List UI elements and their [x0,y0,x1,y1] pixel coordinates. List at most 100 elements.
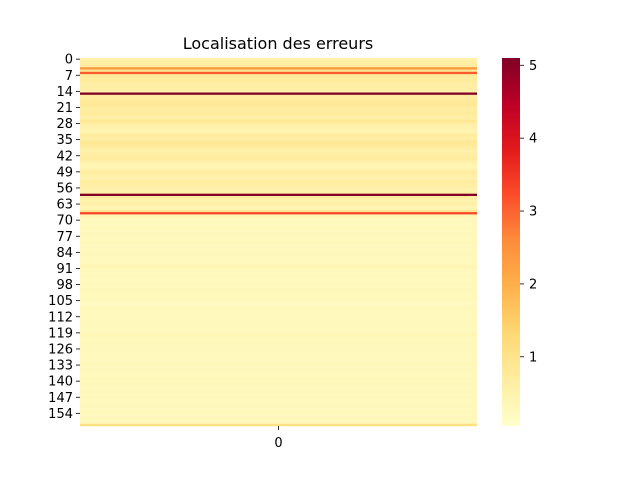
heatmap-cell [80,58,477,61]
heatmap-cell [80,368,477,372]
heatmap-cell [80,416,477,420]
heatmap-cell [80,163,477,167]
heatmap-cell [80,265,477,268]
heatmap-cell [80,106,477,109]
heatmap-cell [80,202,477,206]
heatmap-cell [80,129,477,132]
heatmap-cell [80,237,477,240]
heatmap-cell [80,177,477,181]
heatmap-cell [80,421,477,424]
colorbar-ticks: 1 2 3 4 5 [520,59,537,365]
heatmap-cell [80,104,477,107]
colorbar-tick-label: 4 [529,132,537,147]
heatmap-cell [80,290,477,293]
y-tick-label: 0 [65,53,73,68]
y-tick-label: 140 [48,375,73,390]
heatmap-cell [80,386,477,390]
heatmap-cell [80,382,477,385]
heatmap-cell [80,373,477,376]
heatmap-cell [80,87,477,91]
heatmap-cell [80,133,477,137]
heatmap-cell [80,276,477,280]
y-tick-label: 42 [56,149,73,164]
heatmap-cell [80,92,477,96]
heatmap-cell [80,363,477,367]
y-tick-label: 28 [56,117,73,132]
heatmap-cell [80,393,477,397]
heatmap-cell [80,260,477,263]
heatmap-cell [80,78,477,82]
heatmap-cell [80,343,477,346]
heatmap-cell [80,179,477,183]
heatmap-cell [80,253,477,257]
heatmap-cell [80,191,477,194]
heatmap-cell [80,173,477,176]
heatmap-cell [80,262,477,266]
heatmap-cell [80,255,477,259]
heatmap-cell [80,292,477,296]
y-tick-label: 126 [48,342,73,357]
heatmap-cell [80,405,477,408]
heatmap-cell [80,193,477,197]
heatmap-cell [80,71,477,75]
heatmap-cell [80,414,477,418]
heatmap-cell [80,315,477,319]
y-tick-label: 112 [48,310,73,325]
heatmap-cell [80,285,477,289]
y-tick-label: 14 [56,85,73,100]
heatmap-cell [80,324,477,328]
heatmap-cell [80,345,477,349]
heatmap-cell [80,400,477,404]
heatmap-cell [80,403,477,406]
heatmap-cell [80,90,477,93]
colorbar-tick-label: 5 [529,59,537,74]
heatmap-cell [80,322,477,326]
heatmap-cell [80,311,477,314]
heatmap-cell [80,122,477,125]
heatmap-cell [80,267,477,270]
y-tick-label: 70 [56,214,73,229]
heatmap-cell [80,143,477,146]
heatmap-cell [80,124,477,128]
heatmap-cell [80,357,477,360]
heatmap-cell [80,331,477,335]
heatmap-cell [80,366,477,369]
colorbar-tick-label: 1 [529,350,537,365]
heatmap-cell [80,67,477,70]
heatmap-cell [80,380,477,383]
heatmap-cell [80,361,477,365]
heatmap-cell [80,212,477,215]
heatmap-cell [80,306,477,309]
heatmap-cell [80,274,477,277]
heatmap-cell [80,244,477,247]
heatmap-cell [80,85,477,89]
heatmap-cell [80,248,477,252]
heatmap-cell [80,175,477,178]
heatmap-cell [80,354,477,358]
colorbar [502,58,520,426]
heatmap-cell [80,117,477,121]
heatmap-cell [80,297,477,300]
y-tick-label: 154 [48,407,73,422]
heatmap-cell [80,108,477,112]
heatmap-cell [80,120,477,123]
heatmap-cell [80,161,477,165]
heatmap-cell [80,301,477,305]
heatmap-cell [80,271,477,275]
heatmap-cell [80,62,477,66]
heatmap-cell [80,239,477,243]
heatmap-cell [80,242,477,245]
heatmap-cell [80,221,477,224]
heatmap-cell [80,99,477,102]
heatmap-cell [80,83,477,86]
colorbar-tick-label: 2 [529,277,537,292]
heatmap-cell [80,350,477,353]
heatmap-cell [80,246,477,250]
heatmap-cell [80,145,477,148]
heatmap-cell [80,334,477,337]
heatmap-cell [80,412,477,415]
heatmap-cell [80,235,477,238]
y-tick-label: 56 [56,181,73,196]
heatmap-cell [80,398,477,401]
